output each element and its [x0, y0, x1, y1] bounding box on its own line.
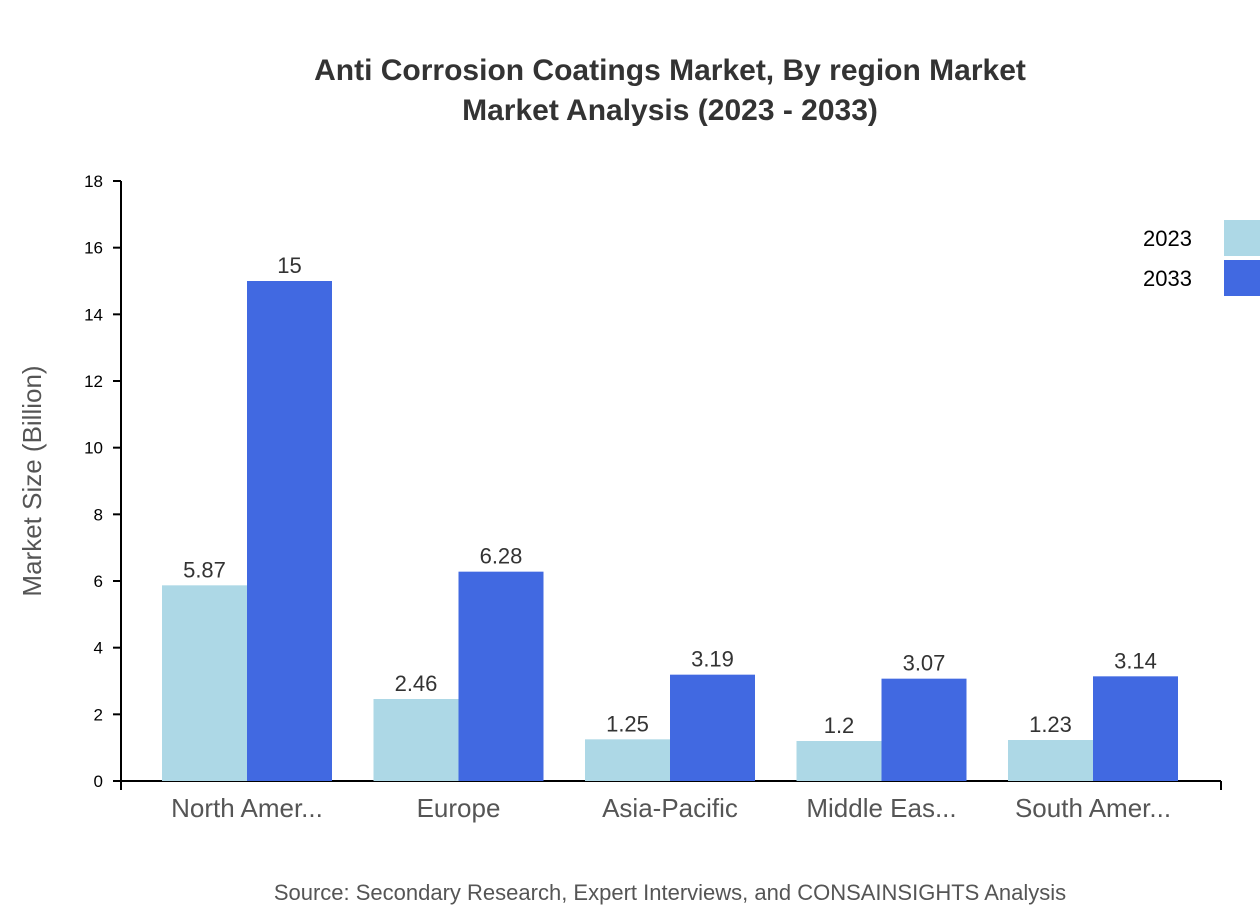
data-label: 2.46: [395, 671, 438, 696]
y-tick-label: 0: [94, 772, 103, 791]
y-tick-label: 16: [84, 239, 103, 258]
legend-swatch: [1224, 260, 1260, 296]
bar-2023: [585, 739, 670, 781]
bar-2023: [162, 585, 247, 781]
bar-2033: [458, 571, 544, 781]
y-tick-label: 12: [84, 372, 103, 391]
data-label: 6.28: [480, 544, 523, 569]
x-tick-label: North Amer...: [171, 793, 323, 823]
bar-2023: [1008, 740, 1093, 781]
source-note: Source: Secondary Research, Expert Inter…: [274, 880, 1066, 905]
data-label: 1.23: [1029, 712, 1072, 737]
y-tick-label: 14: [84, 305, 103, 324]
bar-2033: [670, 674, 755, 781]
y-tick-label: 4: [94, 639, 103, 658]
legend-label: 2033: [1143, 266, 1192, 291]
x-tick-label: South Amer...: [1015, 793, 1171, 823]
data-label: 5.87: [183, 557, 226, 582]
y-tick-label: 8: [94, 505, 103, 524]
data-label: 15: [277, 253, 301, 278]
x-tick-label: Middle Eas...: [806, 793, 956, 823]
bar-2033: [247, 281, 332, 781]
data-label: 3.14: [1114, 648, 1157, 673]
y-tick-label: 2: [94, 705, 103, 724]
legend-swatch: [1224, 220, 1260, 256]
x-tick-label: Europe: [417, 793, 501, 823]
bar-2033: [881, 678, 967, 781]
chart-title-line-2: Market Analysis (2023 - 2033): [462, 94, 878, 127]
chart-title-line-1: Anti Corrosion Coatings Market, By regio…: [314, 54, 1026, 87]
data-label: 1.2: [824, 713, 855, 738]
data-label: 1.25: [606, 711, 649, 736]
bar-2023: [373, 699, 459, 781]
legend-label: 2023: [1143, 226, 1192, 251]
y-tick-label: 6: [94, 572, 103, 591]
bar-2033: [1093, 676, 1178, 781]
y-axis-label: Market Size (Billion): [17, 365, 47, 596]
x-tick-label: Asia-Pacific: [602, 793, 738, 823]
y-tick-label: 18: [84, 172, 103, 191]
bar-2023: [796, 741, 882, 781]
data-label: 3.19: [691, 647, 734, 672]
data-label: 3.07: [903, 651, 946, 676]
y-tick-label: 10: [84, 439, 103, 458]
